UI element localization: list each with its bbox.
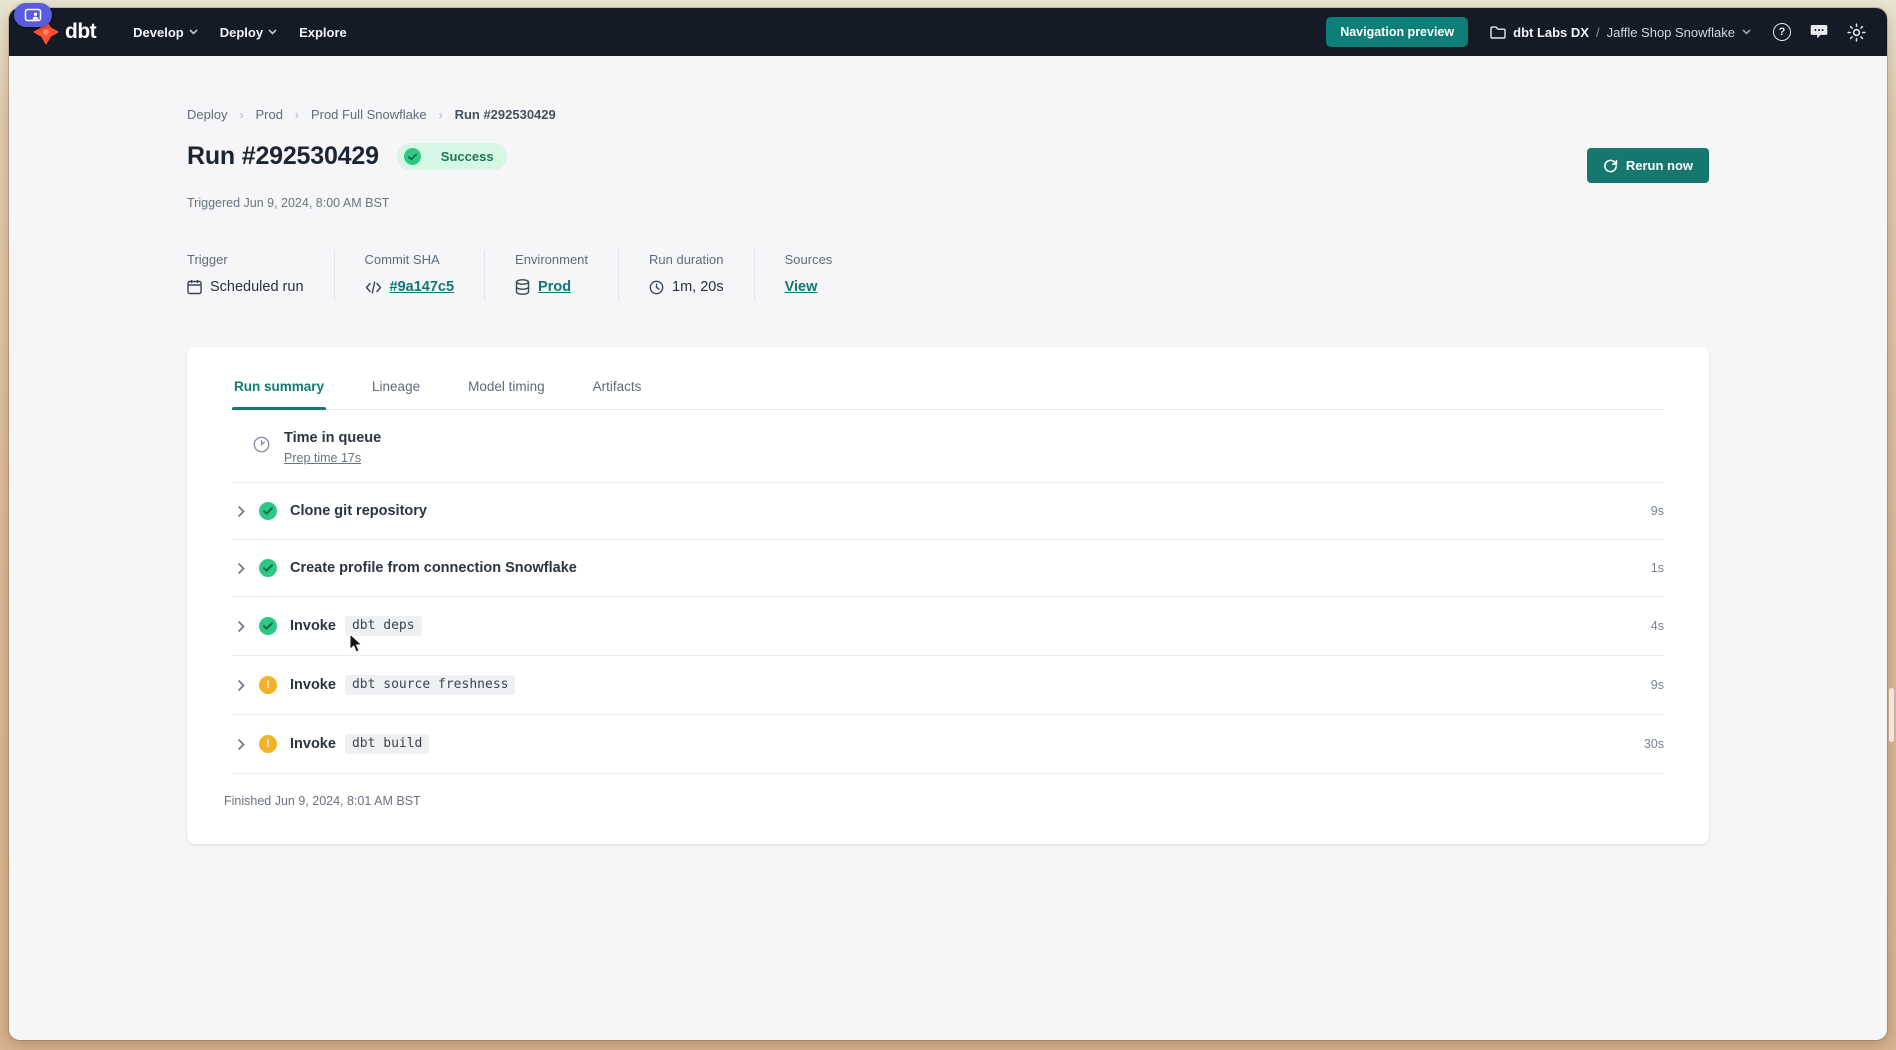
- warning-circle-icon: !: [259, 735, 277, 753]
- chevron-right-icon[interactable]: [238, 562, 245, 574]
- nav-utility-icons: ?: [1771, 21, 1867, 43]
- tab-artifacts[interactable]: Artifacts: [592, 379, 642, 394]
- app-window: dbt Develop Deploy Explore Navigation pr…: [9, 8, 1887, 1040]
- rerun-now-button[interactable]: Rerun now: [1586, 148, 1709, 183]
- chevron-right-icon[interactable]: [238, 505, 245, 517]
- step-row-dbt-source-freshness[interactable]: ! Invoke dbt source freshness 9s: [232, 656, 1664, 715]
- nav-item-develop[interactable]: Develop: [122, 17, 209, 48]
- screen-user-icon: [24, 8, 42, 22]
- prep-time-link[interactable]: Prep time 17s: [284, 451, 362, 465]
- sources-view-link[interactable]: View: [784, 279, 818, 295]
- account-project-selector[interactable]: dbt Labs DX / Jaffle Shop Snowflake: [1490, 25, 1751, 40]
- screen-share-badge[interactable]: [14, 3, 52, 27]
- step-command-code: dbt deps: [344, 616, 422, 636]
- chevron-down-icon: [268, 29, 277, 35]
- step-row-clone-git[interactable]: Clone git repository 9s: [232, 483, 1664, 540]
- meta-environment: Environment Prod: [484, 250, 618, 301]
- run-detail-page: Deploy › Prod › Prod Full Snowflake › Ru…: [9, 56, 1887, 1040]
- step-duration: 9s: [1650, 678, 1664, 692]
- navigation-preview-button[interactable]: Navigation preview: [1326, 17, 1469, 47]
- meta-sources: Sources View: [753, 250, 863, 301]
- time-in-queue-row: Time in queue Prep time 17s: [232, 410, 1664, 483]
- step-label: Create profile from connection Snowflake: [290, 560, 577, 576]
- meta-trigger: Trigger Scheduled run: [187, 252, 304, 295]
- gear-icon: [1846, 22, 1866, 42]
- refresh-icon: [1603, 158, 1618, 173]
- account-separator: /: [1595, 24, 1600, 40]
- triggered-timestamp: Triggered Jun 9, 2024, 8:00 AM BST: [187, 196, 390, 210]
- calendar-icon: [187, 279, 202, 295]
- breadcrumb-separator: ›: [438, 107, 443, 122]
- chevron-down-icon: [1742, 29, 1751, 35]
- database-icon: [515, 279, 530, 295]
- dbt-logo-text: dbt: [65, 20, 97, 43]
- step-row-dbt-build[interactable]: ! Invoke dbt build 30s: [232, 715, 1664, 774]
- breadcrumb-prod[interactable]: Prod: [255, 107, 283, 122]
- step-label: Invoke: [290, 677, 336, 693]
- breadcrumb-separator: ›: [294, 107, 299, 122]
- breadcrumb-deploy[interactable]: Deploy: [187, 107, 228, 122]
- step-label: Invoke: [290, 736, 336, 752]
- clock-icon: [649, 280, 664, 295]
- account-name: dbt Labs DX: [1513, 24, 1589, 40]
- step-label: Clone git repository: [290, 503, 427, 519]
- queue-title: Time in queue: [284, 430, 382, 446]
- run-summary-card: Run summary Lineage Model timing Artifac…: [187, 347, 1709, 844]
- run-duration-value: 1m, 20s: [672, 279, 724, 295]
- check-circle-icon: [259, 559, 277, 577]
- tab-model-timing[interactable]: Model timing: [468, 379, 545, 394]
- meta-commit-sha: Commit SHA #9a147c5: [333, 250, 485, 301]
- step-duration: 30s: [1643, 737, 1664, 751]
- check-circle-icon: [403, 148, 421, 165]
- breadcrumb-job[interactable]: Prod Full Snowflake: [310, 107, 427, 122]
- nav-item-explore[interactable]: Explore: [299, 24, 347, 40]
- commit-sha-link[interactable]: #9a147c5: [389, 279, 455, 295]
- environment-link[interactable]: Prod: [538, 279, 572, 295]
- check-circle-icon: [259, 617, 277, 635]
- feedback-button[interactable]: [1808, 21, 1830, 43]
- breadcrumb: Deploy › Prod › Prod Full Snowflake › Ru…: [187, 56, 1709, 122]
- scrollbar-thumb[interactable]: [1889, 688, 1894, 742]
- settings-button[interactable]: [1845, 21, 1867, 43]
- step-command-code: dbt source freshness: [344, 675, 516, 695]
- status-label: Success: [440, 149, 494, 164]
- run-tabs: Run summary Lineage Model timing Artifac…: [232, 347, 1664, 410]
- step-label: Invoke: [290, 618, 336, 634]
- timer-icon: [252, 435, 271, 454]
- chevron-right-icon[interactable]: [238, 679, 245, 691]
- nav-item-deploy[interactable]: Deploy: [209, 17, 288, 48]
- chat-bubble-icon: [1810, 24, 1828, 40]
- step-command-code: dbt build: [344, 734, 430, 754]
- warning-circle-icon: !: [259, 676, 277, 694]
- tab-run-summary[interactable]: Run summary: [232, 373, 327, 410]
- tab-lineage[interactable]: Lineage: [372, 379, 421, 394]
- chevron-right-icon[interactable]: [238, 620, 245, 632]
- page-title: Run #292530429: [187, 142, 379, 170]
- trigger-value: Scheduled run: [210, 279, 304, 295]
- step-duration: 4s: [1650, 619, 1664, 633]
- help-button[interactable]: ?: [1771, 21, 1793, 43]
- dbt-logo[interactable]: dbt: [33, 19, 97, 45]
- chevron-down-icon: [189, 29, 198, 35]
- meta-run-duration: Run duration 1m, 20s: [618, 250, 754, 301]
- dbt-logo-icon: [33, 19, 59, 45]
- chevron-right-icon[interactable]: [238, 738, 245, 750]
- step-row-create-profile[interactable]: Create profile from connection Snowflake…: [232, 540, 1664, 597]
- breadcrumb-separator: ›: [239, 107, 244, 122]
- check-circle-icon: [259, 502, 277, 520]
- folder-icon: [1490, 25, 1506, 39]
- top-nav: dbt Develop Deploy Explore Navigation pr…: [9, 8, 1887, 56]
- breadcrumb-current-run: Run #292530429: [454, 107, 556, 122]
- step-duration: 1s: [1650, 561, 1664, 575]
- status-badge: Success: [396, 143, 507, 170]
- code-icon: [365, 280, 382, 294]
- project-name: Jaffle Shop Snowflake: [1606, 24, 1735, 40]
- help-icon: ?: [1773, 23, 1791, 41]
- run-meta-strip: Trigger Scheduled run Commit SHA: [187, 250, 1709, 301]
- finished-timestamp: Finished Jun 9, 2024, 8:01 AM BST: [224, 794, 421, 808]
- step-duration: 9s: [1650, 504, 1664, 518]
- step-row-dbt-deps[interactable]: Invoke dbt deps 4s: [232, 597, 1664, 656]
